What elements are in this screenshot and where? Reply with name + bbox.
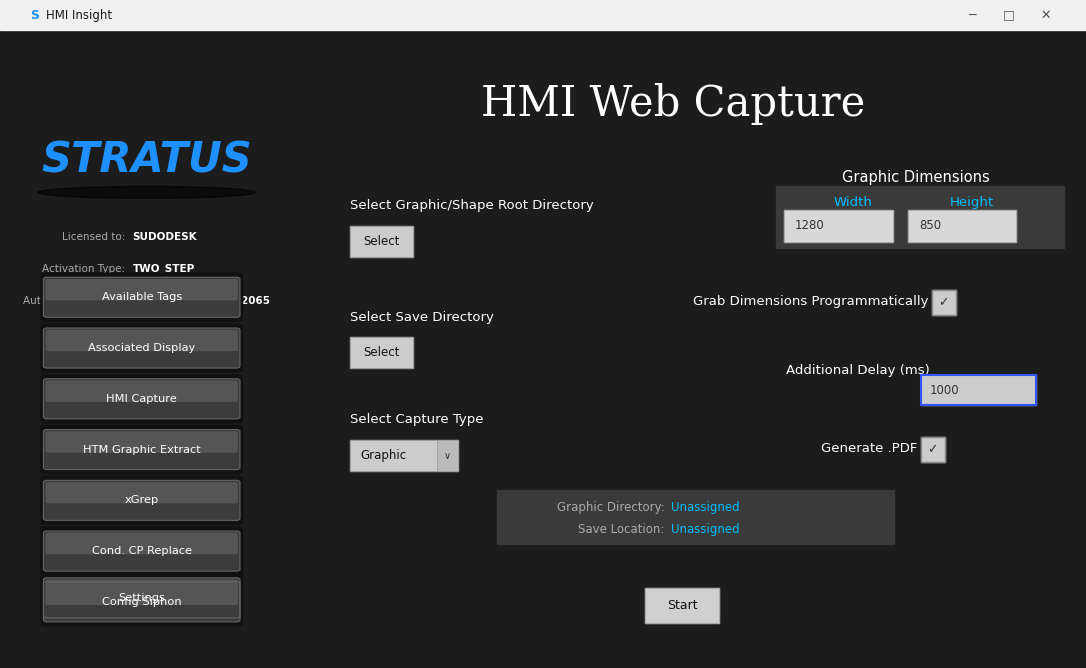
- Text: ✕: ✕: [1040, 9, 1051, 21]
- Bar: [921, 375, 1036, 405]
- FancyBboxPatch shape: [43, 578, 240, 618]
- FancyBboxPatch shape: [40, 273, 243, 322]
- FancyBboxPatch shape: [46, 432, 238, 453]
- FancyBboxPatch shape: [46, 584, 238, 605]
- Text: 850: 850: [919, 219, 940, 232]
- Text: Select: Select: [363, 235, 400, 248]
- Text: Associated Display: Associated Display: [88, 343, 195, 353]
- FancyBboxPatch shape: [40, 425, 243, 474]
- Bar: [437, 440, 458, 471]
- Text: Save Location:: Save Location:: [578, 522, 665, 536]
- FancyBboxPatch shape: [46, 533, 238, 554]
- Text: Graphic Directory:: Graphic Directory:: [557, 501, 665, 514]
- Text: HTM Graphic Extract: HTM Graphic Extract: [83, 445, 201, 454]
- Bar: [921, 437, 945, 462]
- Text: Available Tags: Available Tags: [102, 293, 181, 302]
- Bar: [932, 290, 956, 315]
- FancyBboxPatch shape: [46, 330, 238, 351]
- Text: HMI Capture: HMI Capture: [106, 394, 177, 403]
- FancyBboxPatch shape: [43, 379, 240, 419]
- Bar: [921, 375, 1036, 405]
- Bar: [932, 290, 956, 315]
- Text: Unassigned: Unassigned: [671, 522, 740, 536]
- Text: xGrep: xGrep: [125, 496, 159, 505]
- Text: Waiting for:: Waiting for:: [552, 491, 624, 504]
- Ellipse shape: [38, 186, 255, 198]
- Text: User Input: User Input: [639, 491, 704, 504]
- Text: Graphic Dimensions: Graphic Dimensions: [842, 170, 989, 184]
- Text: Select: Select: [363, 346, 400, 359]
- Text: S: S: [30, 9, 39, 21]
- Text: Authentication Key:: Authentication Key:: [23, 297, 125, 306]
- Text: 1280: 1280: [795, 219, 824, 232]
- Text: Height: Height: [950, 196, 994, 209]
- Text: TWO_STEP: TWO_STEP: [132, 264, 194, 275]
- FancyBboxPatch shape: [43, 277, 240, 317]
- Text: ─: ─: [969, 9, 975, 21]
- Bar: [784, 210, 893, 242]
- Text: Grab Dimensions Programmatically: Grab Dimensions Programmatically: [693, 295, 929, 309]
- FancyBboxPatch shape: [43, 328, 240, 368]
- FancyBboxPatch shape: [46, 279, 238, 301]
- FancyBboxPatch shape: [43, 480, 240, 520]
- Text: Select Save Directory: Select Save Directory: [350, 311, 493, 324]
- Bar: [908, 210, 1016, 242]
- FancyBboxPatch shape: [43, 430, 240, 470]
- Bar: [497, 490, 894, 544]
- Text: Config Siphon: Config Siphon: [102, 597, 181, 607]
- FancyBboxPatch shape: [40, 374, 243, 424]
- Bar: [645, 588, 719, 623]
- Text: HMI Web Capture: HMI Web Capture: [481, 83, 866, 124]
- Bar: [908, 210, 1016, 242]
- Text: Graphic: Graphic: [361, 449, 406, 462]
- Text: Version:: Version:: [83, 329, 125, 338]
- FancyBboxPatch shape: [43, 531, 240, 571]
- Text: Cond. CP Replace: Cond. CP Replace: [91, 546, 192, 556]
- FancyBboxPatch shape: [40, 526, 243, 576]
- Bar: [350, 337, 413, 368]
- FancyBboxPatch shape: [40, 323, 243, 373]
- Text: ...4C692EBE9ED1B2065: ...4C692EBE9ED1B2065: [132, 297, 270, 306]
- Text: Start: Start: [667, 599, 697, 612]
- FancyBboxPatch shape: [46, 482, 238, 504]
- Text: Activation Type:: Activation Type:: [41, 265, 125, 274]
- FancyBboxPatch shape: [43, 582, 240, 622]
- Bar: [776, 186, 1064, 248]
- Bar: [350, 226, 413, 257]
- Text: Width: Width: [833, 196, 872, 209]
- Bar: [0, 0, 1086, 30]
- Text: Licensed to:: Licensed to:: [62, 232, 125, 242]
- FancyBboxPatch shape: [40, 573, 243, 623]
- FancyBboxPatch shape: [40, 476, 243, 525]
- Text: □: □: [1003, 9, 1014, 21]
- Text: Generate .PDF: Generate .PDF: [821, 442, 918, 456]
- FancyBboxPatch shape: [46, 580, 238, 601]
- Bar: [350, 226, 413, 257]
- Text: ∨: ∨: [444, 451, 451, 460]
- Bar: [784, 210, 893, 242]
- Bar: [350, 337, 413, 368]
- Text: Unassigned: Unassigned: [671, 501, 740, 514]
- Bar: [350, 440, 458, 471]
- Text: Select Capture Type: Select Capture Type: [350, 413, 483, 426]
- Text: SUDODESK: SUDODESK: [132, 232, 198, 242]
- Text: STRATUS: STRATUS: [41, 140, 252, 181]
- Bar: [645, 588, 719, 623]
- FancyBboxPatch shape: [40, 577, 243, 627]
- Text: ✓: ✓: [927, 443, 938, 456]
- Text: HMI Insight: HMI Insight: [46, 9, 112, 21]
- Bar: [921, 437, 945, 462]
- Text: v1.29: v1.29: [132, 329, 165, 338]
- Bar: [350, 440, 458, 471]
- Text: Select Graphic/Shape Root Directory: Select Graphic/Shape Root Directory: [350, 198, 593, 212]
- Text: 1000: 1000: [930, 383, 959, 397]
- Text: ✓: ✓: [938, 296, 949, 309]
- Text: Settings: Settings: [118, 593, 165, 603]
- Text: Additional Delay (ms): Additional Delay (ms): [786, 364, 930, 377]
- FancyBboxPatch shape: [46, 381, 238, 402]
